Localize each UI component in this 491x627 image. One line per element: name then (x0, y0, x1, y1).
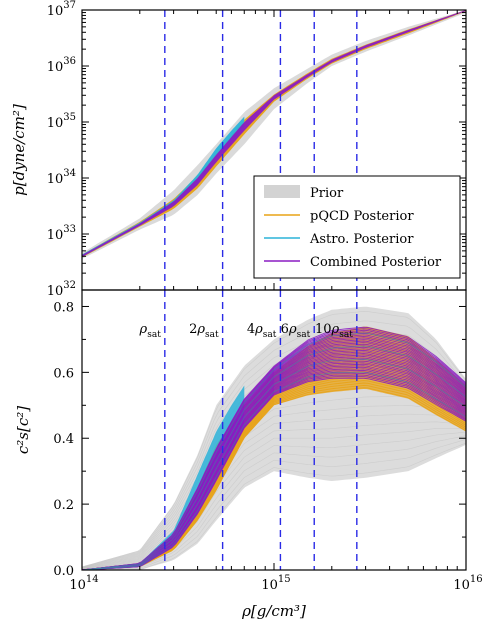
density-symbol: ρ (288, 322, 297, 337)
tick-base: 10 (47, 4, 64, 19)
pressure-axis-label: p[dyne/cm²] (10, 104, 28, 196)
combined-curve (82, 345, 466, 570)
tick-exponent: 35 (63, 112, 76, 123)
x-tick-label: 1016 (453, 574, 482, 593)
prior-curve (82, 320, 466, 568)
x-tick-label: 1014 (69, 574, 98, 593)
density-symbol: ρ (139, 322, 148, 337)
tick-exponent: 15 (278, 574, 291, 585)
y-tick-label: 0.2 (53, 498, 74, 513)
tick-exponent: 34 (63, 168, 76, 179)
density-subscript: sat (339, 330, 353, 340)
pressure-panel (82, 10, 466, 259)
y-tick-label: 0.8 (53, 300, 74, 315)
tick-exponent: 14 (86, 574, 99, 585)
density-subscript: sat (147, 330, 161, 340)
density-label: 4ρsat (247, 322, 277, 340)
density-label: 6ρsat (281, 322, 311, 340)
prior-curve (82, 404, 466, 569)
y-tick-label: 0.0 (53, 564, 74, 579)
density-symbol: ρ (254, 322, 263, 337)
density-coef: 4 (247, 322, 255, 337)
legend-astro-label: Astro. Posterior (309, 232, 414, 247)
density-subscript: sat (205, 330, 219, 340)
combined-curve (82, 332, 466, 570)
y-tick-label: 1033 (47, 224, 76, 243)
y-tick-label: 0.4 (53, 432, 74, 447)
prior-curve (82, 439, 466, 570)
density-label: 2ρsat (189, 322, 219, 340)
tick-exponent: 33 (63, 224, 76, 235)
astro-band (82, 116, 245, 257)
y-tick-label: 0.6 (53, 366, 74, 381)
combined-curve (82, 371, 466, 570)
axes-frames (81, 9, 467, 571)
tick-base: 10 (261, 578, 278, 593)
density-coef: 10 (315, 322, 332, 337)
prior-curve (82, 435, 466, 570)
sound-speed-axis-label: c²s[c²] (14, 406, 32, 454)
tick-base: 10 (47, 172, 64, 187)
density-axis-label: ρ[g/cm³] (241, 602, 306, 620)
density-label: 10ρsat (315, 322, 353, 340)
density-subscript: sat (263, 330, 277, 340)
tick-exponent: 36 (63, 56, 76, 67)
combined-curve (82, 326, 466, 570)
legend: Prior pQCD Posterior Astro. Posterior Combi… (253, 175, 461, 279)
density-subscript: sat (297, 330, 311, 340)
tick-base: 10 (47, 228, 64, 243)
axis-labels: 1032103310341035103610370.00.20.40.60.81… (10, 0, 483, 620)
density-symbol: ρ (196, 322, 205, 337)
tick-exponent: 16 (470, 574, 483, 585)
legend-combined-label: Combined Posterior (310, 255, 442, 270)
y-tick-label: 1036 (47, 56, 76, 75)
tick-base: 10 (47, 284, 64, 299)
density-symbol: ρ (331, 322, 340, 337)
density-coef: 6 (281, 322, 289, 337)
tick-base: 10 (47, 60, 64, 75)
tick-exponent: 32 (63, 280, 76, 291)
y-tick-label: 1032 (47, 280, 76, 299)
tick-base: 10 (47, 116, 64, 131)
prior-curve (82, 442, 466, 570)
prior-curve (82, 330, 466, 568)
prior-curve (82, 311, 466, 568)
pqcd-band (82, 326, 466, 570)
sound-speed-panel (82, 306, 466, 570)
legend-prior-swatch (264, 185, 300, 198)
legend-prior-label: Prior (310, 186, 344, 201)
y-tick-label: 1034 (47, 168, 76, 187)
density-label: ρsat (139, 322, 162, 340)
y-tick-label: 1035 (47, 112, 76, 131)
tick-base: 10 (453, 578, 470, 593)
legend-pqcd-label: pQCD Posterior (310, 209, 414, 224)
density-coef: 2 (189, 322, 197, 337)
x-tick-label: 1015 (261, 574, 290, 593)
combined-curve (82, 358, 466, 570)
tick-base: 10 (69, 578, 86, 593)
tick-exponent: 37 (63, 0, 76, 11)
y-tick-label: 1037 (47, 0, 76, 19)
